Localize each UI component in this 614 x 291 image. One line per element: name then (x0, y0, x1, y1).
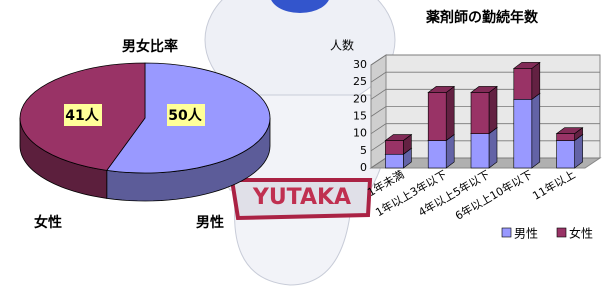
bar-title: 薬剤師の勤続年数 (426, 9, 539, 26)
bar-chart: 0510152025301年未満1年以上3年以下4年以上5年以下6年以上10年以… (353, 55, 600, 241)
legend-swatch (502, 228, 511, 237)
bar (557, 141, 575, 168)
pie-title: 男女比率 (122, 38, 178, 55)
bar (514, 99, 532, 168)
y-tick-label: 5 (360, 144, 367, 157)
bar-side (532, 62, 540, 99)
y-tick-label: 0 (360, 161, 367, 174)
bar (385, 141, 403, 155)
bar-side (532, 93, 540, 168)
value-label: 50人 (168, 107, 202, 124)
y-tick-label: 25 (353, 75, 367, 88)
bar-side (489, 86, 497, 133)
bar (428, 92, 446, 140)
belt-text: YUTAKA (252, 185, 351, 210)
bar (471, 134, 489, 168)
bar (428, 141, 446, 168)
y-tick-label: 15 (353, 110, 367, 123)
bar-side (446, 86, 454, 140)
y-tick-label: 20 (353, 92, 367, 105)
bar (557, 134, 575, 141)
x-tick-label: 1年以上3年以下 (373, 167, 449, 219)
category-label: 男性 (196, 214, 224, 231)
bar (514, 68, 532, 99)
category-label: 女性 (34, 214, 62, 231)
value-label: 41人 (65, 107, 99, 124)
legend-swatch (557, 228, 566, 237)
y-axis-label: 人数 (330, 38, 354, 53)
bar-side (489, 128, 497, 168)
y-tick-label: 10 (353, 127, 367, 140)
legend-label: 男性 (514, 227, 538, 241)
bar (385, 154, 403, 168)
bar (471, 92, 489, 133)
x-tick-label: 11年以上 (530, 167, 578, 203)
page: YUTAKA 男女比率 薬剤師の勤続年数 人数 50人男性 41人女性 0 5 10 1… (0, 0, 614, 291)
legend-label: 女性 (569, 226, 593, 241)
y-tick-label: 30 (353, 58, 367, 71)
